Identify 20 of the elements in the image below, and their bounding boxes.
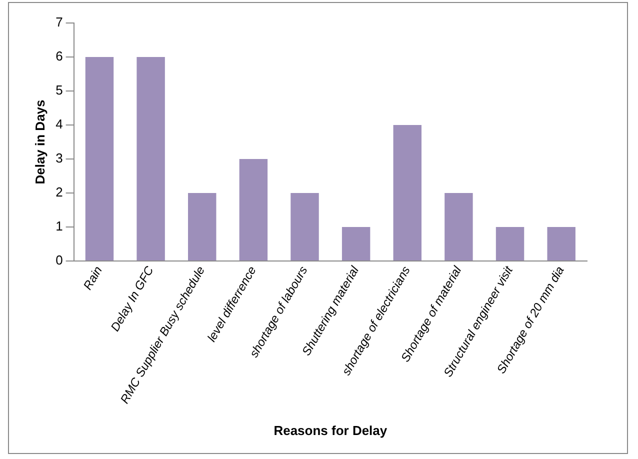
bar [547, 227, 576, 261]
y-axis-title: Delay in Days [32, 100, 48, 184]
bar [444, 193, 473, 261]
x-axis-title: Reasons for Delay [274, 422, 388, 438]
bar [290, 193, 319, 261]
y-tick-label: 7 [56, 14, 63, 30]
y-tick-label: 2 [56, 184, 63, 200]
y-tick-label: 6 [56, 48, 63, 64]
bar [188, 193, 216, 261]
bar [239, 159, 268, 261]
y-tick-label: 5 [56, 82, 63, 98]
y-tick-label: 1 [56, 218, 63, 234]
bar [136, 57, 165, 261]
bar [496, 227, 524, 261]
y-tick-label: 4 [56, 116, 63, 132]
y-tick-label: 0 [56, 252, 63, 268]
bar [342, 227, 370, 261]
bar [85, 57, 114, 261]
y-tick-label: 3 [56, 150, 63, 166]
bar [393, 125, 422, 261]
